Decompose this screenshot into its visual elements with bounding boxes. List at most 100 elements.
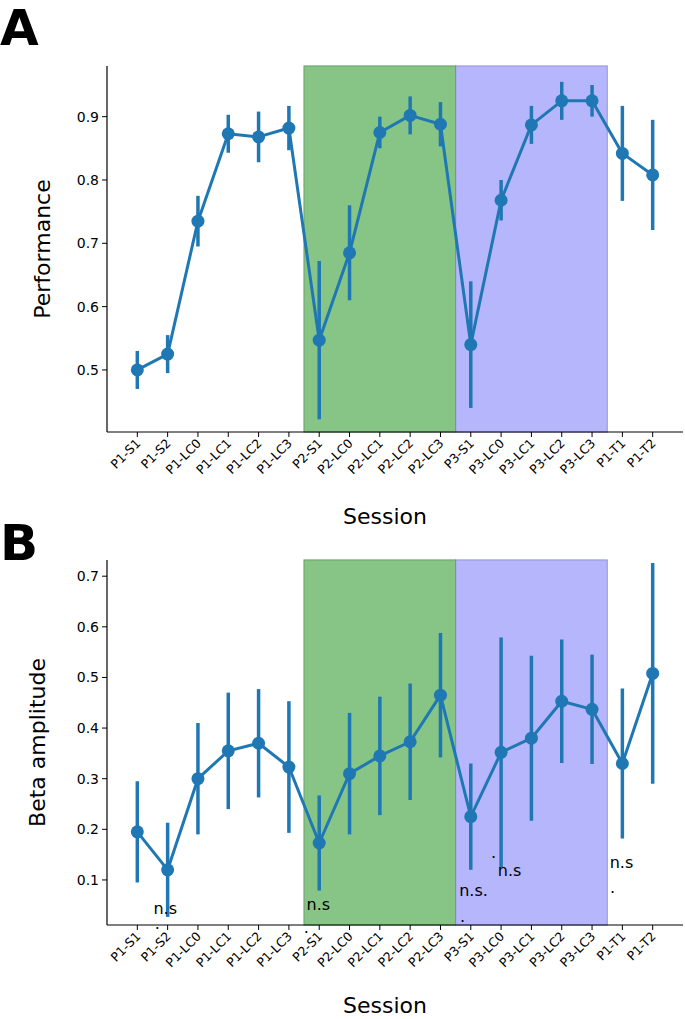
span-border [304,560,456,925]
x-tick [561,432,562,437]
x-tick [622,925,623,930]
point [404,735,417,748]
x-tick [349,432,350,437]
point [525,732,538,745]
x-tick [258,432,259,437]
annotation: . [304,918,309,937]
y-axis-label: Beta amplitude [25,658,50,827]
x-tick-label: P3-LC3 [557,436,598,477]
figure: 0.50.60.70.80.9P1-S1P1-S2P1-LC0P1-LC1P1-… [0,0,685,1019]
point [222,744,235,757]
plot-area [131,563,659,917]
y-tick-label: 0.5 [77,669,99,685]
x-tick [319,925,320,930]
x-tick [319,432,320,437]
y-tick-label: 0.5 [77,362,99,378]
annotation: n.s [307,895,331,914]
y-tick [102,829,107,830]
point [282,761,295,774]
x-tick [531,925,532,930]
x-tick [349,925,350,930]
point [313,836,326,849]
annotation: . [155,914,160,933]
y-tick [102,179,107,180]
span-border [456,66,608,432]
x-tick-label: P3-LC3 [557,929,598,970]
x-axis [107,431,683,432]
x-tick [531,432,532,437]
span-border [456,560,608,925]
x-tick [652,925,653,930]
panel: 0.10.20.30.40.50.60.7P1-S1P1-S2P1-LC0P1-… [0,514,683,1018]
y-tick [102,369,107,370]
x-tick [440,432,441,437]
y-axis [106,66,107,432]
point [191,215,204,228]
point [404,109,417,122]
x-axis-label: Session [343,504,427,529]
x-tick [288,432,289,437]
y-tick [102,576,107,577]
y-tick [102,626,107,627]
x-tick [501,925,502,930]
point [161,348,174,361]
point [343,767,356,780]
y-tick-label: 0.7 [77,235,99,251]
point [373,749,386,762]
point [555,695,568,708]
point [191,772,204,785]
point [555,94,568,107]
x-tick [501,432,502,437]
point [586,94,599,107]
panel-title: A [0,0,39,57]
x-tick-label: P1-T2 [624,929,659,964]
point [495,746,508,759]
x-tick [622,432,623,437]
point [616,147,629,160]
x-tick [137,432,138,437]
point [252,130,265,143]
point [464,810,477,823]
annotation: n.s [498,861,522,880]
x-axis [107,924,683,925]
annotation: . [491,843,496,862]
shaded-span [304,560,456,925]
point [586,703,599,716]
y-tick-label: 0.3 [77,771,99,787]
x-tick [592,432,593,437]
y-axis [106,560,107,925]
annotation: . [610,878,615,897]
x-tick [470,925,471,930]
panel-title: B [0,514,38,572]
x-tick [440,925,441,930]
y-tick-label: 0.8 [77,172,99,188]
x-tick-label: P1-LC3 [254,929,295,970]
y-tick-label: 0.4 [77,720,99,736]
panel: 0.50.60.70.80.9P1-S1P1-S2P1-LC0P1-LC1P1-… [0,0,683,529]
x-tick [197,432,198,437]
y-tick-label: 0.9 [77,109,99,125]
x-tick-label: P1-LC3 [254,436,295,477]
shaded-span [456,560,608,925]
y-tick [102,243,107,244]
shaded-span [456,66,608,432]
x-tick [167,432,168,437]
x-tick [258,925,259,930]
series-line [137,101,652,370]
point [464,338,477,351]
plot-area [131,82,659,420]
y-tick-label: 0.2 [77,821,99,837]
point [434,689,447,702]
y-tick-label: 0.6 [77,619,99,635]
y-tick-label: 0.6 [77,299,99,315]
point [646,667,659,680]
point [313,334,326,347]
x-tick-label: P1-T2 [624,436,659,471]
point [222,127,235,140]
point [343,246,356,259]
y-tick-label: 0.7 [77,568,99,584]
x-tick [137,925,138,930]
point [161,863,174,876]
x-tick-label: P1-T1 [594,436,629,471]
x-tick-label: P2-LC3 [405,436,446,477]
